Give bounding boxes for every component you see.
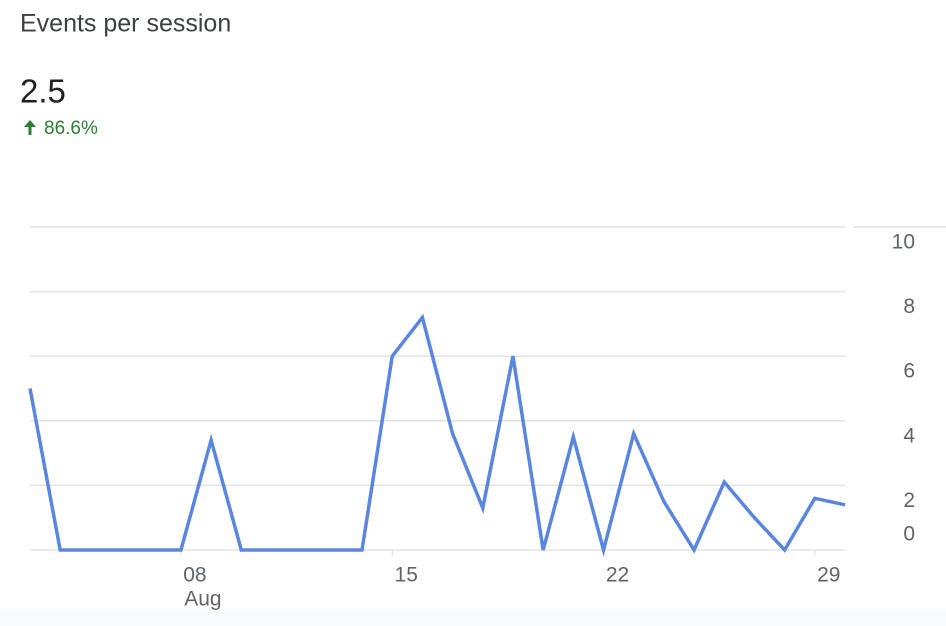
y-tick-label: 4 [903,424,915,447]
y-tick-label: 0 [903,523,915,546]
change-arrow [24,120,36,135]
x-tick-label: 22 [606,564,629,587]
x-month-label: Aug [184,588,221,611]
y-tick-label: 10 [892,231,915,254]
change-percent: 86.6% [44,118,98,139]
y-tick-label: 6 [903,360,915,383]
data-line [28,313,846,557]
y-tick-label: 2 [903,489,915,512]
x-tick-label: 29 [817,564,840,587]
footer-strip [0,610,946,626]
y-tick-label: 8 [903,295,915,318]
card-title: Events per session [20,10,231,38]
x-tick-label: 08 [183,564,206,587]
x-tick-label: 15 [395,564,418,587]
metric-value: 2.5 [20,73,66,110]
